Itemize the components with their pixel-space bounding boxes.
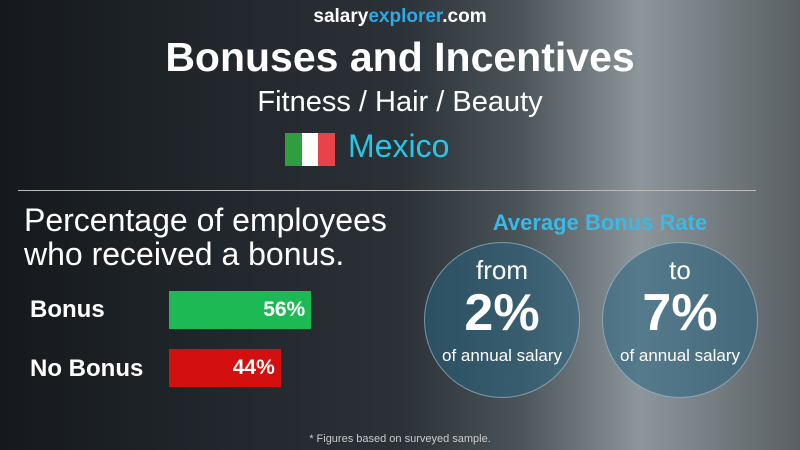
average-bonus-heading: Average Bonus Rate	[492, 210, 708, 235]
bonus-to-circle: to 7% of annual salary	[602, 242, 758, 398]
logo-part: explorer	[368, 6, 443, 27]
mexico-flag-icon	[285, 133, 336, 166]
site-logo: salaryexplorer.com	[0, 6, 800, 28]
to-value: 7%	[642, 284, 718, 342]
from-caption: of annual salary	[441, 346, 563, 365]
subtitle: Fitness / Hair / Beauty	[257, 86, 543, 118]
to-word: to	[669, 255, 691, 285]
to-caption: of annual salary	[619, 346, 741, 365]
bar-value-label: 44%	[232, 356, 275, 379]
chart-heading: Percentage of employees who received a b…	[24, 202, 387, 272]
footnote: * Figures based on surveyed sample.	[309, 433, 491, 445]
bar-label-no-bonus: No Bonus	[30, 355, 144, 382]
page-title: Bonuses and Incentives	[165, 34, 635, 80]
bar-bonus: 56%	[169, 291, 312, 329]
bar-no-bonus: 44%	[169, 349, 281, 387]
bar-value-label: 56%	[263, 298, 306, 321]
bonus-from-circle: from 2% of annual salary	[424, 242, 580, 398]
from-word: from	[476, 255, 528, 285]
from-value: 2%	[464, 284, 540, 342]
logo-part: salary	[313, 6, 369, 27]
divider	[18, 190, 756, 191]
logo-part: .com	[442, 6, 487, 27]
bar-label-bonus: Bonus	[30, 296, 105, 323]
country: Mexico	[348, 128, 450, 164]
